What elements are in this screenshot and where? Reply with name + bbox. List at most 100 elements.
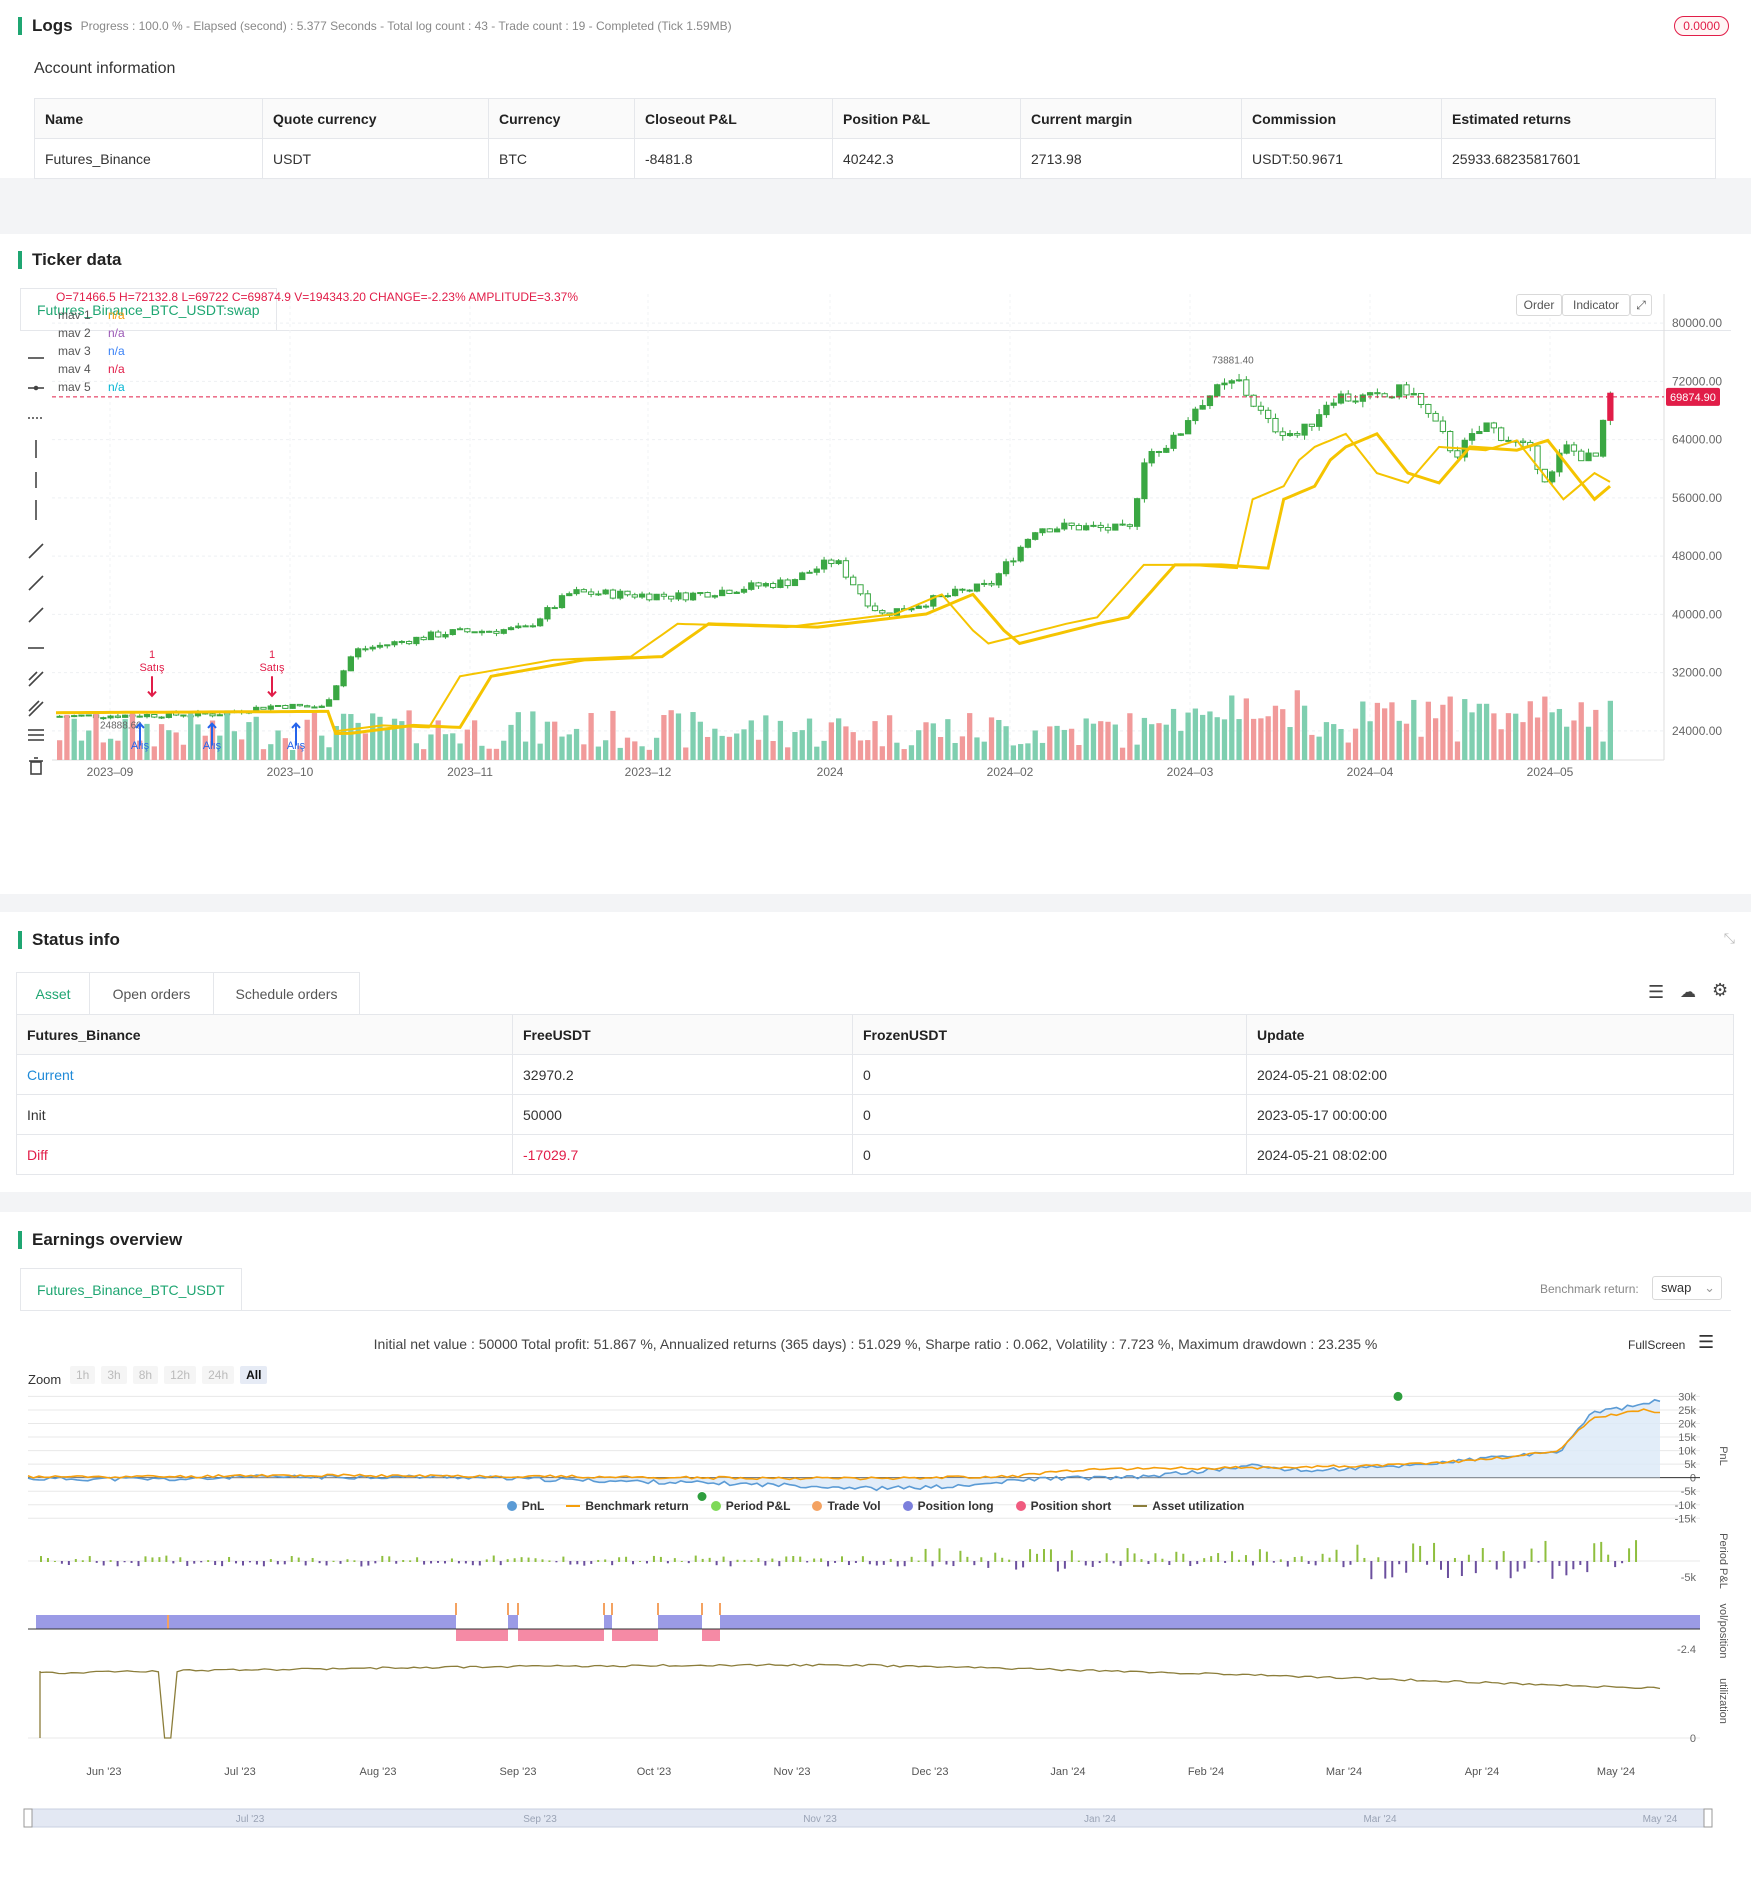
candle-body [1286,433,1294,437]
volume-bar [319,735,325,760]
period-pnl-bar [116,1561,119,1567]
mav-legend-item[interactable]: mav 1 n/a [58,306,125,324]
legend-item[interactable]: Period P&L [710,1499,790,1513]
candle-body [1133,498,1141,527]
period-pnl-bar [207,1560,210,1562]
zoom-option[interactable]: 12h [164,1366,197,1384]
candle-body [646,593,653,601]
period-pnl-bar [980,1557,983,1562]
period-pnl-bar [938,1548,941,1562]
horizontal-ray-icon[interactable] [28,385,44,391]
high-price-label: 73881.40 [1212,356,1254,367]
period-pnl-bar [1551,1561,1554,1579]
sell-arrow-icon [267,676,277,698]
legend-item[interactable]: PnL [506,1499,544,1513]
tab-asset[interactable]: Asset [16,972,90,1014]
period-pnl-bar [193,1561,196,1564]
period-pnl-bar [1335,1549,1338,1562]
legend-item[interactable]: Trade Vol [812,1499,881,1513]
list-view-icon[interactable]: ☰ [1648,982,1665,1002]
legend-swatch-icon [1015,1501,1026,1511]
candle-body [136,715,143,718]
trash-icon[interactable] [29,757,43,775]
zoom-option[interactable]: 24h [202,1366,235,1384]
period-pnl-bar [778,1561,781,1567]
candle-body [522,625,529,628]
candle-body [1483,422,1490,432]
volume-bar [1403,723,1410,760]
mav-legend-item[interactable]: mav 3 n/a [58,342,125,360]
last-price-label: 69874.90 [1670,392,1716,404]
collapse-icon[interactable]: ⤡ [1723,930,1735,946]
ray-line-icon[interactable] [28,575,44,591]
legend-swatch-icon [710,1501,721,1511]
legend-item[interactable]: Position short [1015,1499,1111,1513]
period-pnl-bar [186,1561,189,1566]
mav-legend-item[interactable]: mav 4 n/a [58,360,125,378]
signal-count-label: 1 [149,649,155,661]
period-pnl-bar [1419,1545,1422,1562]
settings-gear-icon[interactable]: ⚙ [1712,980,1729,1000]
period-pnl-bar [1098,1561,1101,1564]
tab-open-orders[interactable]: Open orders [90,972,214,1014]
last-price-tag [1666,387,1720,406]
cell: 50000 [512,1094,853,1135]
candle-body [820,559,828,570]
candle-body [653,593,660,601]
legend-item[interactable]: Benchmark return [566,1499,689,1513]
earnings-chart[interactable]: 30k25k20k15k10k5k0-5k-10k-15k-5k-2.40PnL… [0,1391,1751,1891]
trend-line-icon[interactable] [28,543,44,559]
expand-icon[interactable]: ⤢ [1630,294,1652,316]
menu-icon[interactable]: ☰ [1698,1332,1715,1352]
extended-line-icon[interactable] [28,607,44,623]
volume-bar [413,743,420,760]
volume-bar [865,740,871,760]
x-tick-label: 2024–02 [987,765,1034,779]
position-short-band [702,1629,720,1641]
volume-bar [282,738,288,760]
volume-bar [1309,734,1315,760]
period-pnl-bar [569,1561,572,1565]
zoom-option[interactable]: 3h [101,1366,127,1384]
period-pnl-bar [1460,1561,1463,1577]
candle-body [704,592,711,598]
volume-bar [1556,708,1563,760]
indicator-button[interactable]: Indicator [1562,294,1630,316]
candle-body [100,717,107,720]
legend-item[interactable]: Asset utilization [1133,1499,1244,1513]
legend-item[interactable]: Position long [902,1499,994,1513]
fullscreen-button[interactable]: FullScreen [1628,1338,1686,1352]
period-pnl-bar [792,1556,795,1562]
volume-bar [850,732,856,760]
period-pnl-bar [1182,1553,1185,1562]
period-pnl-bar [945,1561,948,1565]
zoom-option[interactable]: All [240,1366,268,1384]
zoom-option[interactable]: 1h [70,1366,96,1384]
candle-body [274,704,282,707]
period-pnl-bar [1196,1561,1199,1565]
cloud-download-icon[interactable]: ☁ [1680,984,1696,1001]
volume-bar [1127,713,1133,760]
volume-bar [566,734,572,760]
tab-earnings-symbol[interactable]: Futures_Binance_BTC_USDT [20,1268,242,1310]
tab-schedule-orders[interactable]: Schedule orders [214,972,360,1014]
candlestick-chart[interactable]: 80000.00 72000.00 64000.00 56000.00 48000.00… [0,284,1751,884]
section-marker [18,17,22,35]
candle-body [697,592,704,595]
volume-bar [129,712,136,760]
order-button[interactable]: Order [1516,294,1562,316]
period-pnl-bar [437,1561,440,1563]
period-pnl-bar [1244,1555,1247,1562]
benchmark-select[interactable]: swap ⌄ [1652,1276,1722,1300]
mav-legend-item[interactable]: mav 5 n/a [58,378,125,396]
period-pnl-bar [1607,1554,1610,1562]
moving-average-line [55,432,1611,733]
parallel-channel-icon[interactable] [28,671,44,687]
fib-retracement-icon[interactable] [28,729,44,741]
candle-body [1024,538,1032,548]
fib-fan-icon[interactable] [28,700,44,717]
navigator-tick-label: Jul '23 [236,1814,265,1825]
buy-arrow-icon [291,722,301,746]
zoom-option[interactable]: 8h [132,1366,159,1384]
mav-legend-item[interactable]: mav 2 n/a [58,324,125,342]
